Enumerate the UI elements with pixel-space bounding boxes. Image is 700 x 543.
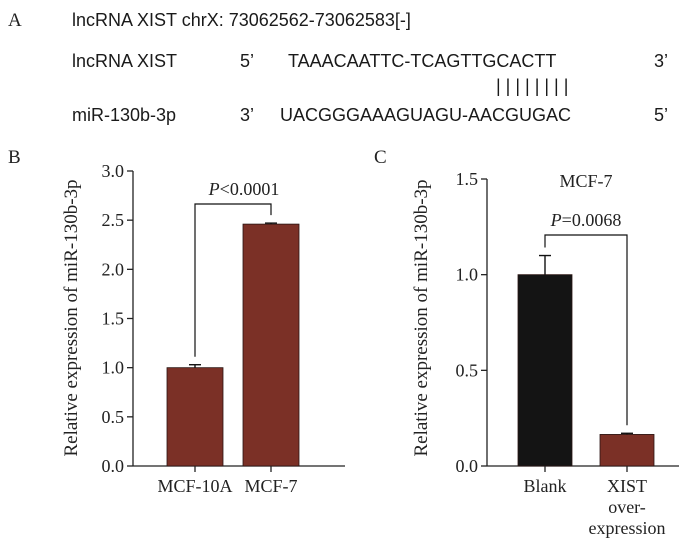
- chart-c-category-label: Blank: [524, 476, 567, 496]
- chart-b-category-label-line: MCF-7: [244, 476, 297, 496]
- chart-b-y-tick-label: 1.0: [102, 358, 125, 378]
- mirna-name: miR-130b-3p: [72, 105, 176, 125]
- chart-c-significance-value: =0.0068: [562, 210, 622, 230]
- panel-label-c: C: [374, 147, 387, 168]
- chart-c-significance-bracket: [544, 234, 628, 426]
- chart-b-bar: [166, 367, 224, 467]
- chart-c-ylabel: Relative expression of miR-130b-3p: [411, 179, 432, 456]
- chart-c-significance-p: P: [550, 210, 562, 230]
- mirna-sequence: UACGGGAAAGUAGU-AACGUGAC: [280, 105, 571, 125]
- chart-b: Relative expression of miR-130b-3p P<0.0…: [61, 161, 345, 496]
- chart-c-category-label: XIST over-expression: [589, 476, 666, 538]
- chart-c-significance: P=0.0068: [550, 210, 622, 230]
- chart-c-y-tick-label: 0.5: [456, 360, 479, 380]
- lncrna-5-prime: 5’: [240, 51, 254, 71]
- chart-c-title: MCF-7: [559, 171, 612, 191]
- chart-c-bar: [517, 274, 573, 467]
- panel-label-b: B: [8, 147, 21, 168]
- chart-c-category-label-line: expression: [589, 518, 666, 538]
- chart-c: Relative expression of miR-130b-3p MCF-7…: [411, 169, 679, 538]
- lncrna-name: lncRNA XIST: [72, 51, 177, 71]
- chart-b-category-label: MCF-7: [244, 476, 297, 496]
- chart-b-significance: P<0.0001: [208, 179, 280, 199]
- lncrna-3-prime: 3’: [654, 51, 668, 71]
- chart-b-category-label: MCF-10A: [157, 476, 232, 496]
- mirna-3-prime: 3’: [240, 105, 254, 125]
- chart-b-y-tick-label: 2.0: [102, 259, 125, 279]
- sequence-header: lncRNA XIST chrX: 73062562-73062583[-]: [72, 10, 411, 30]
- chart-b-ylabel: Relative expression of miR-130b-3p: [61, 179, 82, 456]
- chart-c-category-label-line: Blank: [524, 476, 567, 496]
- chart-c-y-tick-label: 0.0: [456, 456, 479, 476]
- base-pairing-marks: | | | | | | | |: [496, 76, 568, 96]
- chart-b-category-label-line: MCF-10A: [157, 476, 232, 496]
- chart-b-y-tick-label: 3.0: [102, 161, 125, 181]
- lncrna-sequence: TAAACAATTC-TCAGTTGCACTT: [288, 51, 556, 71]
- panel-label-a: A: [8, 10, 22, 31]
- chart-c-category-label-line: XIST: [607, 476, 647, 496]
- chart-b-y-tick-label: 1.5: [102, 309, 125, 329]
- chart-b-y-tick-label: 0.5: [102, 407, 125, 427]
- mirna-5-prime: 5’: [654, 105, 668, 125]
- chart-b-y-tick-label: 0.0: [102, 456, 125, 476]
- chart-c-y-tick-label: 1.5: [456, 169, 479, 189]
- chart-b-significance-bracket: [194, 203, 272, 357]
- chart-c-y-tick-label: 1.0: [456, 265, 479, 285]
- chart-b-significance-value: <0.0001: [220, 179, 280, 199]
- chart-b-bar: [242, 223, 300, 467]
- chart-b-significance-p: P: [208, 179, 220, 199]
- chart-c-category-label-line: over-: [608, 497, 646, 517]
- chart-b-y-tick-label: 2.5: [102, 210, 125, 230]
- chart-c-bar: [599, 434, 655, 467]
